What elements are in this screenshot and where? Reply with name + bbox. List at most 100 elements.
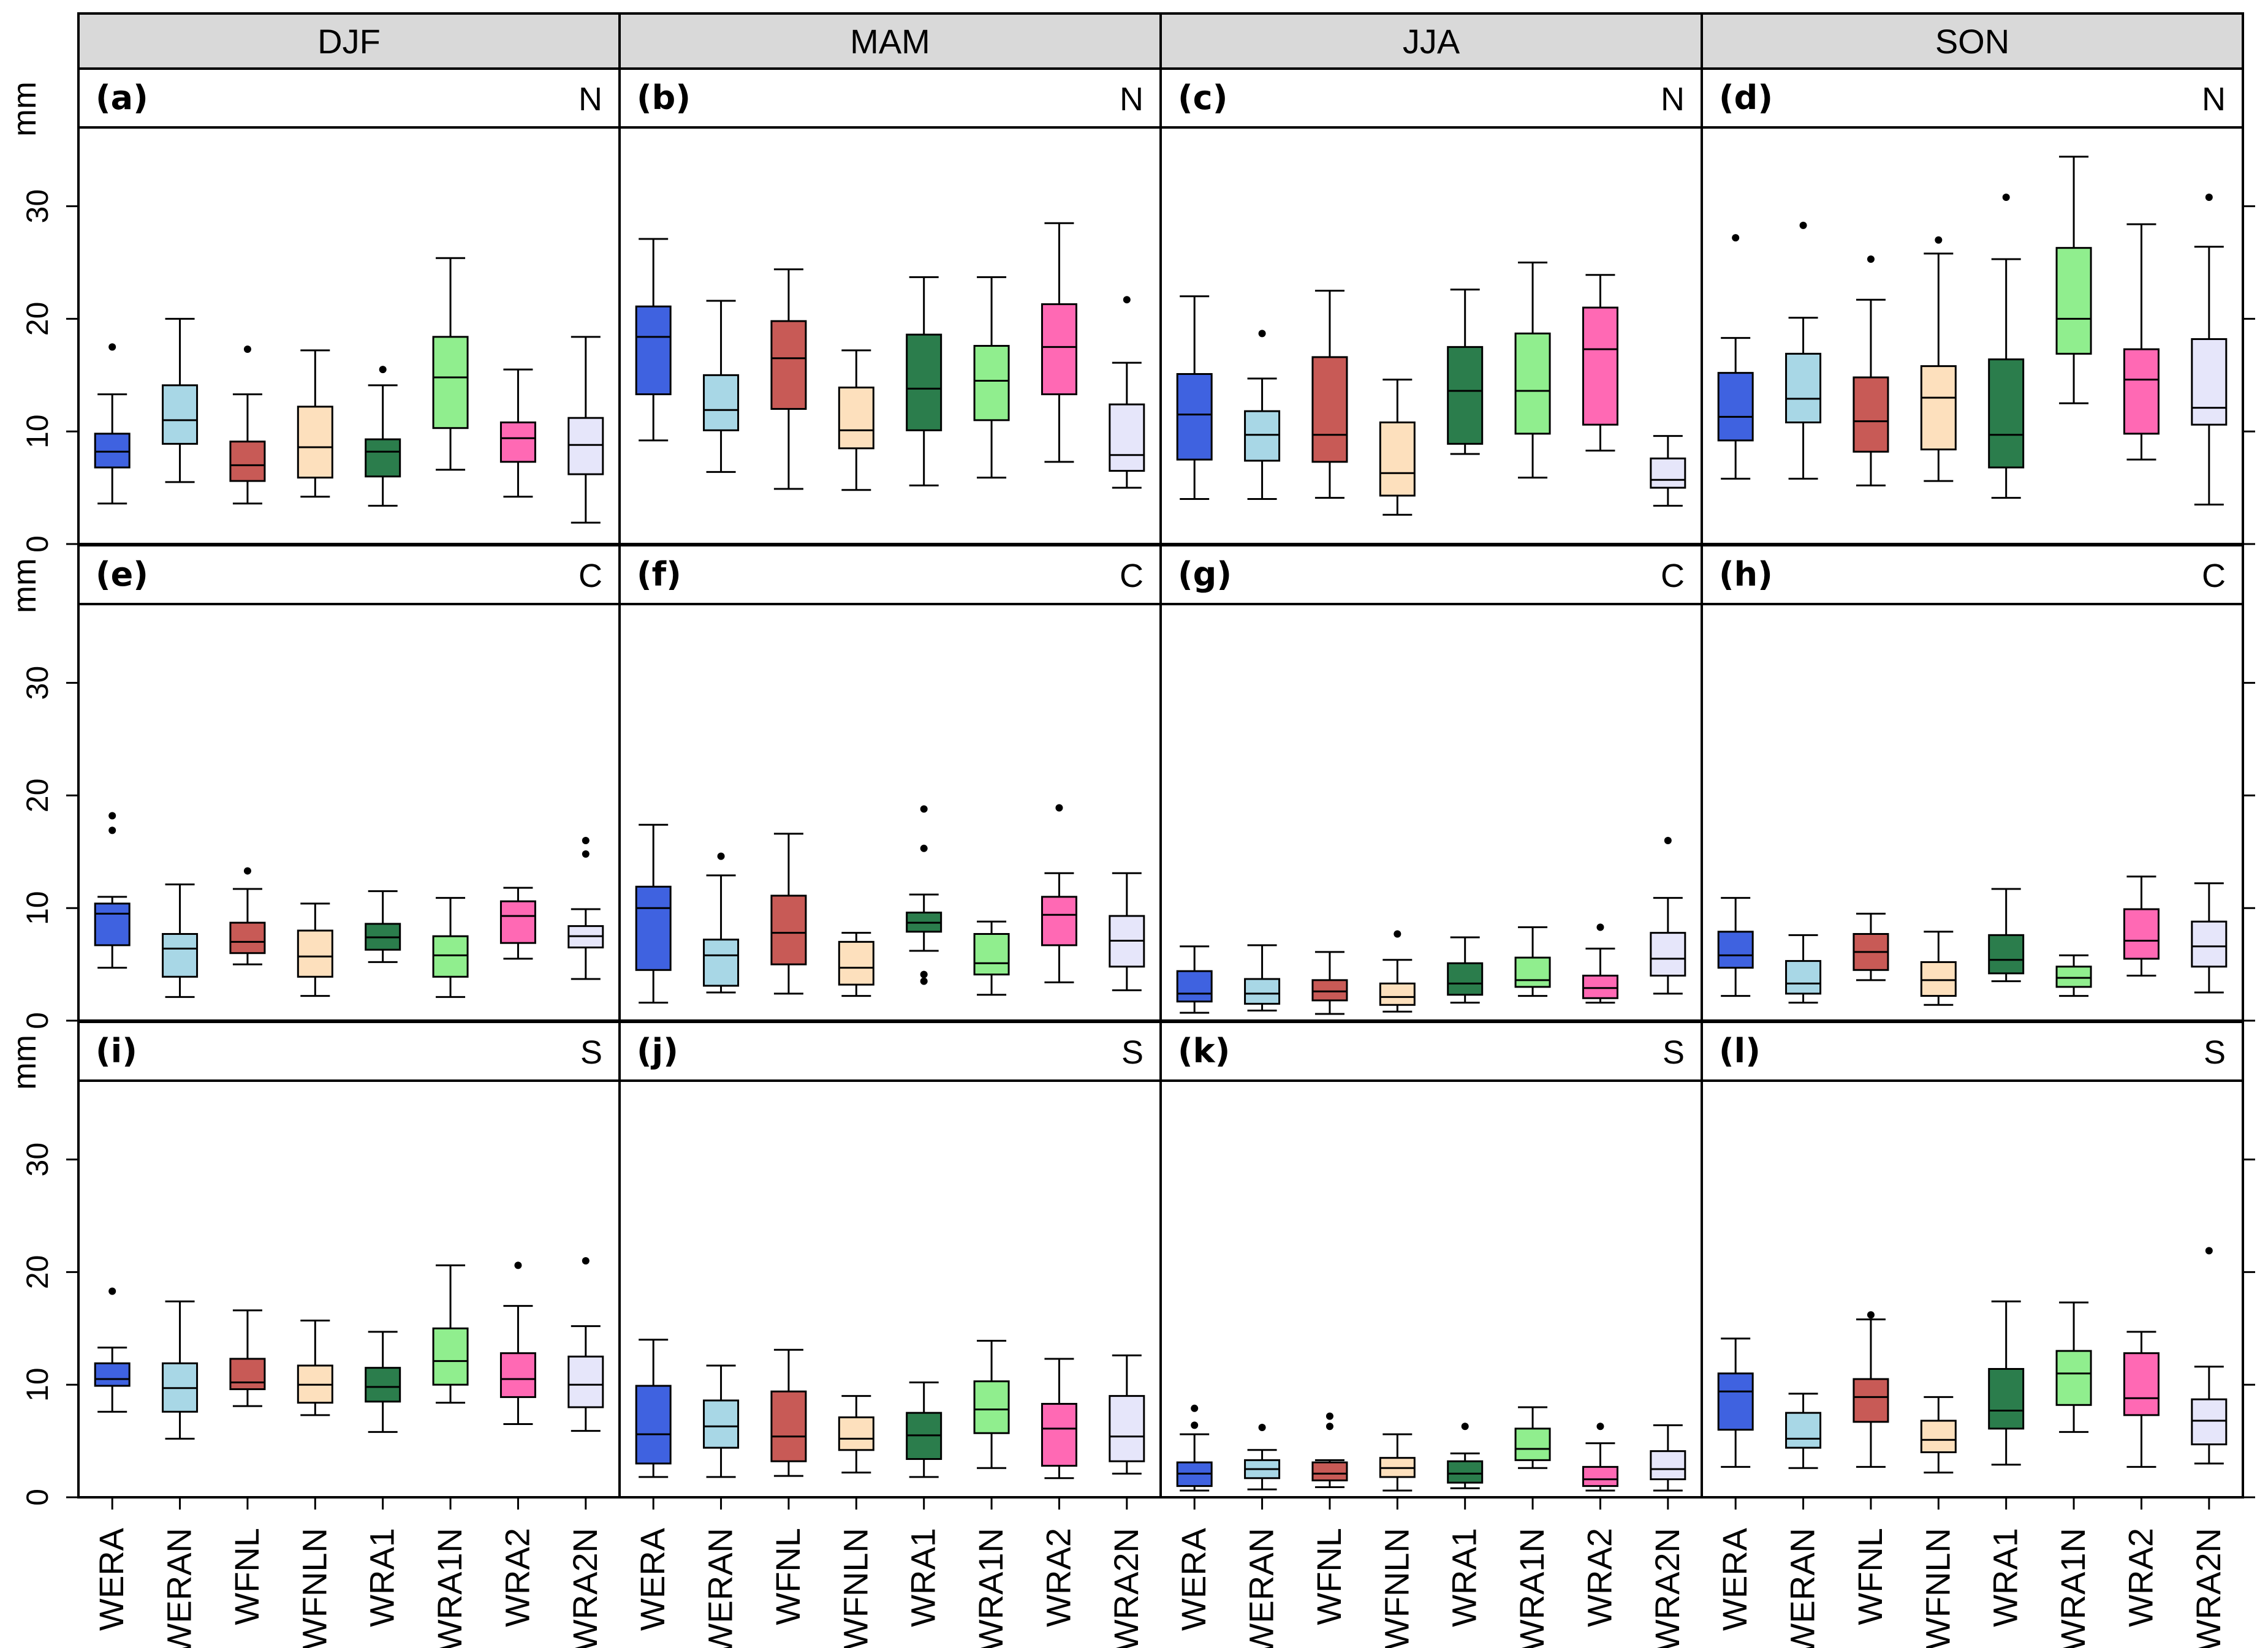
y-tick-label: 30 xyxy=(20,189,55,224)
outlier-point xyxy=(1732,234,1740,242)
region-label: S xyxy=(1663,1034,1685,1071)
category-label-wra1: WRA1 xyxy=(363,1528,401,1627)
box-iqr xyxy=(838,940,874,986)
panel-label: (i) xyxy=(96,1032,137,1070)
season-label-mam: MAM xyxy=(850,22,930,61)
panel-label: (a) xyxy=(96,78,148,117)
y-tick-label: 10 xyxy=(20,1367,55,1402)
y-tick-label: 20 xyxy=(20,779,55,813)
box-wera xyxy=(94,343,131,505)
box-weran xyxy=(162,883,199,998)
box-wera xyxy=(1176,295,1213,500)
box-wfnl xyxy=(229,1309,266,1407)
box-wra2n xyxy=(1109,1354,1145,1475)
box-iqr xyxy=(973,932,1010,976)
category-label-wfnln: WFNLN xyxy=(295,1528,333,1648)
outlier-point xyxy=(108,1287,116,1295)
box-wfnl xyxy=(1311,289,1348,499)
box-iqr xyxy=(432,935,469,978)
box-iqr xyxy=(1650,457,1686,489)
panel-label: (l) xyxy=(1719,1032,1761,1070)
box-wra2n xyxy=(567,1257,604,1432)
panel-label: (d) xyxy=(1719,78,1773,117)
box-wra2 xyxy=(499,368,536,498)
region-label: S xyxy=(2204,1034,2226,1071)
panel-h: (h) C xyxy=(1701,544,2255,1022)
box-wra2 xyxy=(1582,1423,1618,1492)
category-label-wra1: WRA1 xyxy=(1445,1528,1484,1627)
box-iqr xyxy=(1041,303,1077,396)
region-label: N xyxy=(1120,81,1143,118)
region-label: C xyxy=(2202,558,2226,594)
box-iqr xyxy=(1311,356,1348,463)
region-label: N xyxy=(578,81,602,118)
category-label-wra2: WRA2 xyxy=(498,1528,536,1627)
box-wra2n xyxy=(567,336,604,524)
box-wra2 xyxy=(2123,875,2160,977)
plot-area xyxy=(1701,1079,2244,1499)
box-iqr xyxy=(229,921,266,954)
y-axis-title: mm xyxy=(6,1035,43,1090)
panel-header xyxy=(77,67,621,129)
box-wfnl xyxy=(1853,1311,1889,1468)
y-tick-label: 0 xyxy=(20,1012,55,1029)
plot-area xyxy=(1159,603,1703,1022)
panel-label: (j) xyxy=(637,1032,678,1070)
box-iqr xyxy=(1514,1427,1551,1461)
box-wera xyxy=(1176,1404,1213,1492)
box-iqr xyxy=(2191,920,2228,968)
box-iqr xyxy=(1379,982,1416,1006)
outlier-point xyxy=(108,812,116,820)
category-label-wfnl: WFNL xyxy=(1310,1528,1348,1625)
category-label-wra1n: WRA1N xyxy=(1512,1528,1551,1648)
category-label-wfnl: WFNL xyxy=(768,1528,807,1625)
box-wera xyxy=(635,823,672,1004)
outlier-point xyxy=(243,346,251,353)
box-wera xyxy=(1717,234,1754,480)
box-iqr xyxy=(1041,1402,1077,1467)
outlier-point xyxy=(1055,804,1063,812)
box-wera xyxy=(635,238,672,442)
category-label-wra1: WRA1 xyxy=(1986,1528,2025,1627)
y-tick-label: 20 xyxy=(20,1255,55,1290)
box-wra1 xyxy=(906,276,942,486)
outlier-point xyxy=(1867,1311,1875,1319)
panel-header xyxy=(618,67,1162,129)
box-iqr xyxy=(703,1399,740,1449)
box-wfnln xyxy=(1920,236,1957,482)
box-iqr xyxy=(1447,346,1484,445)
season-label-jja: JJA xyxy=(1403,22,1460,61)
box-wra1 xyxy=(365,366,401,507)
y-axis-title: mm xyxy=(6,81,43,137)
category-label-weran: WERAN xyxy=(160,1528,199,1648)
outlier-point xyxy=(1935,236,1943,244)
category-label-wra2: WRA2 xyxy=(1039,1528,1077,1627)
region-label: S xyxy=(580,1034,602,1071)
category-label-weran: WERAN xyxy=(1783,1528,1822,1648)
box-wfnl xyxy=(1311,1412,1348,1488)
box-iqr xyxy=(1447,962,1484,996)
box-wra2n xyxy=(1650,836,1686,995)
season-strip-son xyxy=(1701,12,2244,70)
outlier-point xyxy=(514,1261,522,1269)
plot-area xyxy=(77,1079,621,1499)
box-iqr xyxy=(365,1367,401,1403)
box-weran xyxy=(703,1364,740,1478)
box-iqr xyxy=(770,894,807,966)
box-wra1 xyxy=(365,1331,401,1433)
y-tick-label: 30 xyxy=(20,1143,55,1177)
panel-header xyxy=(77,544,621,605)
box-wra2n xyxy=(1109,872,1145,991)
category-label-wera: WERA xyxy=(92,1527,131,1631)
plot-area xyxy=(1701,603,2244,1022)
box-iqr xyxy=(1717,931,1754,969)
box-weran xyxy=(1244,944,1281,1011)
box-wra2 xyxy=(1582,923,1618,1004)
box-wra1n xyxy=(2055,1301,2092,1433)
box-wra2 xyxy=(499,886,536,960)
panel-c: (c) N xyxy=(1159,67,1703,545)
box-iqr xyxy=(1853,376,1889,453)
panel-label: (k) xyxy=(1178,1032,1230,1070)
panel-header xyxy=(1701,544,2244,605)
